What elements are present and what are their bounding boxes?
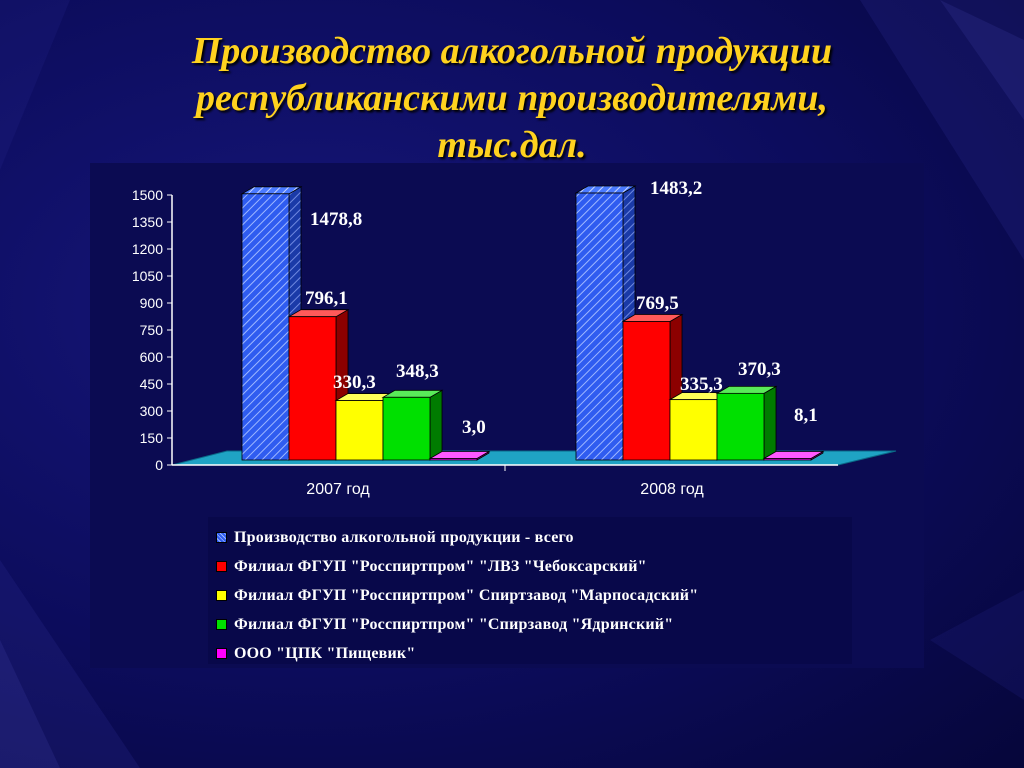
legend-item: Филиал ФГУП "Росспиртпром" Спиртзавод "М… xyxy=(216,581,852,610)
legend-swatch xyxy=(216,619,227,630)
chart-legend: Производство алкогольной продукции - все… xyxy=(208,517,852,664)
bar xyxy=(241,193,290,461)
data-label: 330,3 xyxy=(333,372,376,393)
legend-item: Производство алкогольной продукции - все… xyxy=(216,523,852,552)
legend-label: Производство алкогольной продукции - все… xyxy=(234,528,574,546)
data-label: 370,3 xyxy=(738,359,781,380)
data-label: 1483,2 xyxy=(650,178,702,199)
title-line-2: республиканскими производителями, xyxy=(196,77,828,119)
title-line-1: Производство алкогольной продукции xyxy=(191,30,833,72)
y-tick-label: 0 xyxy=(155,457,163,473)
bar xyxy=(716,392,765,461)
slide-title: Производство алкогольной продукции респу… xyxy=(60,28,964,169)
bar xyxy=(429,458,478,461)
legend-label: Филиал ФГУП "Росспиртпром" "Спирзавод "Я… xyxy=(234,615,674,633)
y-tick-label: 1500 xyxy=(132,187,163,203)
y-tick-label: 450 xyxy=(140,376,164,392)
bar xyxy=(669,399,718,461)
legend-swatch xyxy=(216,561,227,572)
legend-label: ООО "ЦПК "Пищевик" xyxy=(234,644,416,662)
data-label: 348,3 xyxy=(396,361,439,382)
bar xyxy=(575,192,624,461)
y-tick-label: 1350 xyxy=(132,214,163,230)
bar xyxy=(763,458,812,461)
bar xyxy=(288,316,337,461)
bar-side xyxy=(763,385,777,461)
bar xyxy=(382,396,431,461)
bar-side xyxy=(429,389,443,461)
legend-swatch xyxy=(216,532,227,543)
data-label: 8,1 xyxy=(794,405,818,426)
y-tick-label: 900 xyxy=(140,295,164,311)
y-tick-label: 300 xyxy=(140,403,164,419)
legend-swatch xyxy=(216,590,227,601)
data-label: 769,5 xyxy=(636,293,679,314)
data-label: 796,1 xyxy=(305,288,348,309)
y-tick-label: 150 xyxy=(140,430,164,446)
y-tick-label: 600 xyxy=(140,349,164,365)
y-tick-label: 1050 xyxy=(132,268,163,284)
data-label: 335,3 xyxy=(680,374,723,395)
legend-item: Филиал ФГУП "Росспиртпром" "Спирзавод "Я… xyxy=(216,610,852,639)
x-category-label: 2007 год xyxy=(306,481,370,498)
data-label: 3,0 xyxy=(462,417,486,438)
data-label: 1478,8 xyxy=(310,209,362,230)
bar xyxy=(622,321,671,461)
y-tick-label: 750 xyxy=(140,322,164,338)
legend-item: ООО "ЦПК "Пищевик" xyxy=(216,639,852,668)
title-line-3: тыс.дал. xyxy=(437,124,587,166)
legend-item: Филиал ФГУП "Росспиртпром" "ЛВЗ "Чебокса… xyxy=(216,552,852,581)
legend-swatch xyxy=(216,648,227,659)
legend-label: Филиал ФГУП "Росспиртпром" "ЛВЗ "Чебокса… xyxy=(234,557,647,575)
bar xyxy=(335,400,384,461)
legend-label: Филиал ФГУП "Росспиртпром" Спиртзавод "М… xyxy=(234,586,699,604)
x-category-label: 2008 год xyxy=(640,481,704,498)
y-tick-label: 1200 xyxy=(132,241,163,257)
